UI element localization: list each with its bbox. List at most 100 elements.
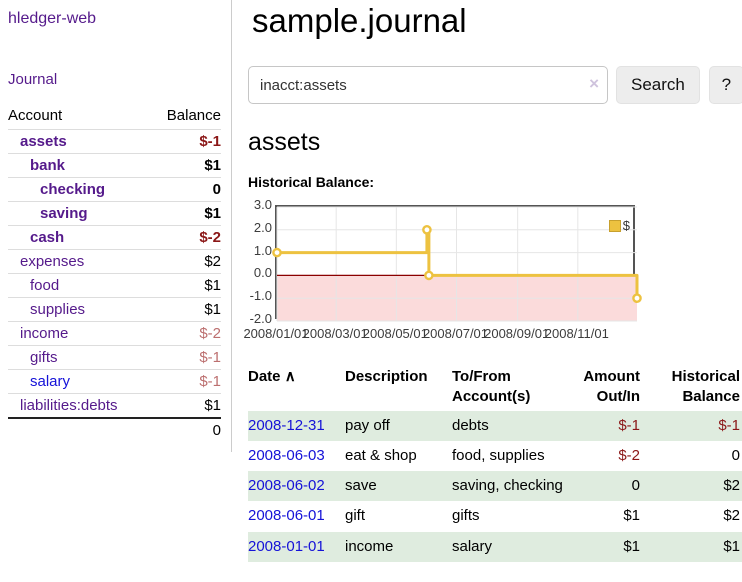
account-row-liabilities-debts: liabilities:debts $1 <box>8 393 221 418</box>
transaction-description: eat & shop <box>345 446 417 464</box>
account-balance: $-1 <box>150 129 221 154</box>
account-link-expenses[interactable]: expenses <box>20 253 85 270</box>
chart-legend: $ <box>608 218 630 233</box>
transaction-description: save <box>345 477 377 494</box>
account-row-assets: assets $-1 <box>8 129 221 154</box>
transaction-amount: $1 <box>623 537 640 555</box>
register-table: Date ∧ Description To/From Account(s) Am… <box>248 364 742 562</box>
register-header-account: To/From Account(s) <box>452 368 531 406</box>
accounts-header-account: Account <box>8 107 63 124</box>
account-link-income[interactable]: income <box>20 325 69 342</box>
x-axis-tick-label: 2008/05/01 <box>362 326 428 341</box>
chart-label: Historical Balance: <box>248 174 375 190</box>
account-balance: $-2 <box>150 321 221 346</box>
app: hledger-web Journal Account Balance asse… <box>0 0 742 562</box>
transaction-balance: $2 <box>723 507 740 525</box>
app-title-link[interactable]: hledger-web <box>8 10 97 27</box>
y-axis-tick-label: 1.0 <box>253 242 272 258</box>
clear-search-icon[interactable]: × <box>589 74 599 93</box>
transaction-account: food, supplies <box>452 446 545 464</box>
x-axis-tick-label: 2008/09/01 <box>484 326 550 341</box>
x-axis-tick-label: 2008/07/01 <box>422 326 489 341</box>
y-axis-tick-label: -2.0 <box>249 311 272 326</box>
transaction-date-link[interactable]: 2008-06-01 <box>248 507 325 525</box>
account-link-liabilities-debts[interactable]: liabilities:debts <box>20 397 118 414</box>
account-balance: $1 <box>150 153 221 178</box>
legend-label: $ <box>622 218 630 233</box>
account-link-salary[interactable]: salary <box>30 373 71 390</box>
account-link-saving[interactable]: saving <box>40 205 88 222</box>
transaction-account: debts <box>452 416 489 434</box>
y-axis-tick-label: 3.0 <box>253 197 272 212</box>
x-axis-tick-label: 2008/11/01 <box>544 326 609 341</box>
account-link-assets[interactable]: assets <box>20 133 67 150</box>
account-balance: $1 <box>150 201 221 226</box>
account-balance: $-2 <box>150 225 221 250</box>
x-axis-tick-label: 2008/03/01 <box>302 326 368 341</box>
transaction-amount: $-2 <box>618 446 640 464</box>
x-axis-tick-label: 2008/01/01 <box>243 326 309 341</box>
account-link-bank[interactable]: bank <box>30 157 66 174</box>
transaction-date-link[interactable]: 2008-12-31 <box>248 416 325 434</box>
account-link-checking[interactable]: checking <box>40 181 106 198</box>
table-row: 2008-12-31 pay off debts $-1 $-1 <box>248 410 742 441</box>
transaction-date-link[interactable]: 2008-01-01 <box>248 537 325 555</box>
account-balance: $-1 <box>150 345 221 370</box>
table-row: 2008-06-03 eat & shop food, supplies $-2… <box>248 441 742 471</box>
account-row-cash: cash $-2 <box>8 225 221 250</box>
table-row: 2008-01-01 income salary $1 $1 <box>248 531 742 562</box>
transaction-date-link[interactable]: 2008-06-02 <box>248 477 325 494</box>
accounts-total-row: 0 <box>8 417 221 442</box>
register-header-row: Date ∧ Description To/From Account(s) Am… <box>248 364 742 411</box>
transaction-balance: 0 <box>731 446 740 464</box>
transaction-balance: $2 <box>723 477 740 494</box>
sidebar: hledger-web Journal Account Balance asse… <box>0 0 232 452</box>
y-axis-tick-label: -1.0 <box>249 288 272 304</box>
y-axis-tick-label: 0.0 <box>253 265 272 281</box>
register-header-amount: Amount Out/In <box>583 368 640 406</box>
transaction-account: saving, checking <box>452 477 563 494</box>
chart-canvas <box>272 206 642 322</box>
transaction-description: gift <box>345 507 366 525</box>
account-row-food: food $1 <box>8 273 221 298</box>
account-balance: $2 <box>150 249 221 274</box>
account-row-bank: bank $1 <box>8 153 221 178</box>
register-header-description: Description <box>345 368 428 385</box>
date-header-label: Date <box>248 368 281 385</box>
account-link-supplies[interactable]: supplies <box>30 301 86 318</box>
register-header-balance: Historical Balance <box>671 368 740 406</box>
transaction-account: salary <box>452 537 493 555</box>
transaction-balance: $-1 <box>718 416 740 434</box>
table-row: 2008-06-01 gift gifts $1 $2 <box>248 501 742 531</box>
transaction-amount: $-1 <box>618 416 640 434</box>
account-row-salary: salary $-1 <box>8 369 221 394</box>
y-axis-tick-label: 2.0 <box>253 219 272 235</box>
main-content: sample.journal × Search ? assets Histori… <box>232 0 742 562</box>
search-form: × Search ? <box>248 66 742 104</box>
transaction-date-link[interactable]: 2008-06-03 <box>248 446 325 464</box>
chart-plot-area: $ <box>272 205 642 322</box>
register-header-date[interactable]: Date ∧ <box>248 364 345 411</box>
table-row: 2008-06-02 save saving, checking 0 $2 <box>248 471 742 502</box>
historical-balance-chart: $ 3.0 2.0 1.0 0.0 -1.0 -2.0 2008/01/01 2008/03/… <box>243 198 742 343</box>
account-row-gifts: gifts $-1 <box>8 345 221 370</box>
account-balance: $1 <box>150 273 221 298</box>
account-page-title: assets <box>248 128 321 156</box>
sort-ascending-icon: ∧ <box>284 368 296 385</box>
accounts-total: 0 <box>150 417 221 442</box>
account-row-expenses: expenses $2 <box>8 249 221 274</box>
sidebar-item-journal[interactable]: Journal <box>8 71 58 88</box>
account-balance: $1 <box>150 393 221 418</box>
search-button[interactable]: Search <box>616 66 700 104</box>
account-link-food[interactable]: food <box>30 277 60 294</box>
account-link-cash[interactable]: cash <box>30 229 65 246</box>
legend-swatch-icon <box>608 219 621 232</box>
help-button[interactable]: ? <box>708 66 742 104</box>
transaction-balance: $1 <box>723 537 740 555</box>
account-row-supplies: supplies $1 <box>8 297 221 322</box>
transaction-account: gifts <box>452 507 480 525</box>
search-input[interactable] <box>248 66 608 104</box>
transaction-amount: $1 <box>623 507 640 525</box>
account-link-gifts[interactable]: gifts <box>30 349 58 366</box>
transaction-description: income <box>345 537 394 555</box>
